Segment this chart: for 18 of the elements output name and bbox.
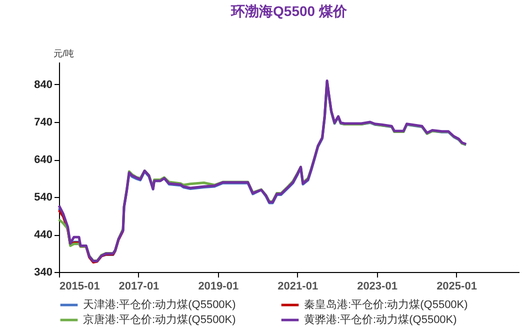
x-tick-label: 2017-01 (118, 280, 160, 292)
x-tick-label: 2023-01 (357, 280, 398, 292)
x-tick-label: 2021-01 (278, 280, 318, 292)
y-tick-label: 640 (34, 154, 52, 166)
y-tick-label: 440 (34, 229, 52, 241)
legend-label: 黄骅港:平仓价:动力煤(Q5500K) (304, 313, 457, 326)
legend-label: 秦皇岛港:平仓价:动力煤(Q5500K) (304, 298, 468, 311)
y-tick-label: 540 (34, 192, 52, 204)
y-tick-label: 340 (34, 266, 52, 278)
x-tick-label: 2025-01 (436, 280, 477, 292)
legend-label: 天津港:平仓价:动力煤(Q5500K) (83, 298, 236, 311)
x-tick-label: 2019-01 (198, 280, 239, 292)
y-tick-label: 840 (34, 79, 52, 91)
x-tick-label: 2015-01 (60, 280, 100, 292)
chart-title: 环渤海Q5500 煤价 (230, 3, 348, 19)
legend-label: 京唐港:平仓价:动力煤(Q5500K) (83, 313, 236, 326)
y-axis-title: 元/吨 (54, 48, 74, 58)
y-tick-label: 740 (34, 116, 52, 128)
